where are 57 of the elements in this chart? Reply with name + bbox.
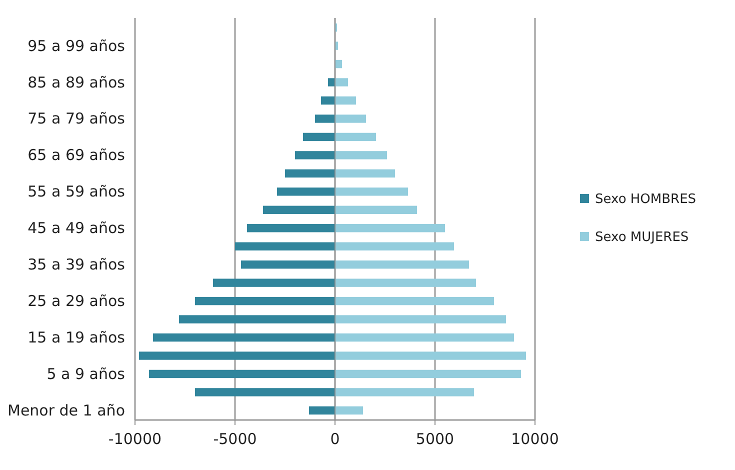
bar [315, 114, 335, 123]
bar [335, 333, 514, 342]
bar [149, 370, 335, 378]
bar [335, 96, 356, 105]
bar [321, 96, 335, 105]
bar [335, 60, 342, 68]
bar [309, 406, 335, 415]
y-tick-label: 25 a 29 años [28, 292, 126, 310]
bar [241, 260, 335, 269]
x-tick-label: 0 [330, 430, 340, 448]
y-tick-label: 75 a 79 años [28, 110, 126, 128]
bar [335, 151, 387, 160]
y-tick-label: Menor de 1 año [8, 401, 125, 420]
x-tick-label: -5000 [213, 430, 257, 448]
bar [195, 296, 335, 306]
y-tick-label: 65 a 69 años [28, 146, 126, 164]
y-tick-label: 5 a 9 años [46, 364, 126, 383]
bar [139, 352, 335, 360]
bar [335, 260, 469, 269]
bar [335, 242, 454, 250]
bar [235, 242, 335, 250]
bar [335, 296, 494, 306]
bar [335, 206, 417, 214]
bar [335, 224, 445, 232]
y-tick-label: 45 a 49 años [28, 219, 126, 238]
bar [335, 114, 366, 123]
y-tick-label: 85 a 89 años [28, 73, 126, 92]
bar [335, 78, 348, 86]
bar [335, 388, 474, 396]
bar [328, 78, 335, 86]
bar [295, 151, 335, 160]
bar [335, 169, 395, 178]
bar [335, 370, 521, 378]
bar [195, 388, 335, 396]
bar [285, 169, 335, 178]
bar [335, 315, 506, 324]
x-tick-label: 5000 [416, 430, 454, 448]
y-tick-label: 95 a 99 años [28, 36, 126, 55]
y-tick-label: 15 a 19 años [28, 328, 126, 347]
legend-label: Sexo MUJERES [595, 230, 689, 245]
bar [277, 188, 335, 196]
x-tick-label: 10000 [511, 430, 559, 448]
bar [335, 278, 476, 287]
bar [335, 352, 526, 360]
bar [335, 132, 376, 142]
y-tick-label: 55 a 59 años [28, 182, 126, 201]
y-tick-label: 35 a 39 años [28, 256, 126, 274]
x-tick-label: -10000 [108, 430, 162, 448]
bar [335, 188, 408, 196]
bar [263, 206, 335, 214]
bar [335, 406, 363, 415]
bar [303, 132, 335, 142]
bar [153, 333, 335, 342]
bar [247, 224, 335, 232]
legend-label: Sexo HOMBRES [595, 192, 696, 207]
bar [213, 278, 335, 287]
bar [179, 315, 335, 324]
